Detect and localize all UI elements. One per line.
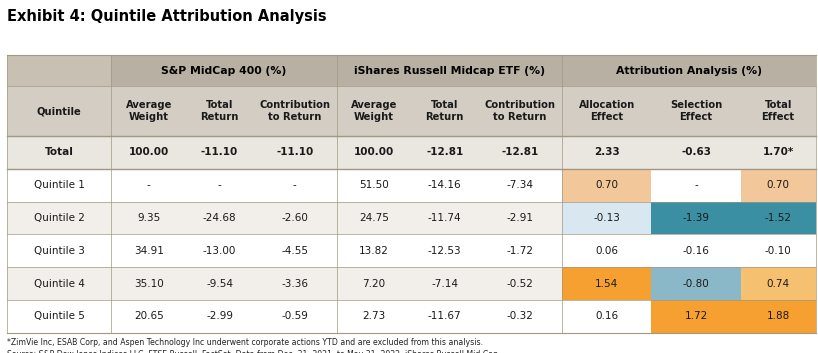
Text: Total
Return: Total Return [200,100,239,122]
Text: Quintile 4: Quintile 4 [34,279,84,289]
Text: 24.75: 24.75 [359,213,389,223]
Text: -2.60: -2.60 [281,213,308,223]
Text: -0.63: -0.63 [681,147,711,157]
Text: 34.91: 34.91 [134,246,164,256]
Text: Quintile 3: Quintile 3 [34,246,84,256]
Text: -12.81: -12.81 [501,147,539,157]
Text: Total: Total [44,147,74,157]
Text: -0.16: -0.16 [683,246,709,256]
Bar [7,202,816,234]
Text: -1.72: -1.72 [506,246,533,256]
Text: *ZimVie Inc, ESAB Corp, and Aspen Technology Inc underwent corporate actions YTD: *ZimVie Inc, ESAB Corp, and Aspen Techno… [7,338,518,353]
Text: Selection
Effect: Selection Effect [670,100,722,122]
Text: -: - [147,180,151,190]
Text: -: - [218,180,222,190]
Text: -2.91: -2.91 [506,213,533,223]
Bar [562,55,816,86]
Text: S&P MidCap 400 (%): S&P MidCap 400 (%) [161,66,286,76]
Text: -7.34: -7.34 [506,180,533,190]
Text: -12.81: -12.81 [426,147,464,157]
Bar [651,300,741,333]
Bar [651,202,741,234]
Text: -0.32: -0.32 [506,311,533,322]
Text: 9.35: 9.35 [137,213,160,223]
Text: -3.36: -3.36 [281,279,308,289]
Text: 13.82: 13.82 [359,246,389,256]
Text: -13.00: -13.00 [203,246,236,256]
Text: 0.06: 0.06 [596,246,618,256]
Text: Quintile 5: Quintile 5 [34,311,84,322]
Text: -0.10: -0.10 [765,246,792,256]
Text: 1.54: 1.54 [595,279,618,289]
Text: iShares Russell Midcap ETF (%): iShares Russell Midcap ETF (%) [354,66,545,76]
Bar [7,267,816,300]
Bar [562,169,651,202]
Text: -11.67: -11.67 [428,311,461,322]
Text: -0.80: -0.80 [683,279,709,289]
Text: 2.73: 2.73 [362,311,386,322]
Text: -1.39: -1.39 [682,213,709,223]
Text: Total
Effect: Total Effect [762,100,795,122]
Text: -0.52: -0.52 [506,279,533,289]
Text: 0.74: 0.74 [766,279,789,289]
Text: -4.55: -4.55 [281,246,308,256]
Text: -0.13: -0.13 [593,213,620,223]
Text: -12.53: -12.53 [428,246,461,256]
Text: 0.70: 0.70 [766,180,789,190]
Text: Quintile: Quintile [37,106,81,116]
Text: 100.00: 100.00 [354,147,394,157]
Text: Quintile 2: Quintile 2 [34,213,84,223]
Bar [7,55,816,86]
Text: -1.52: -1.52 [765,213,792,223]
Text: -14.16: -14.16 [428,180,461,190]
Text: 0.16: 0.16 [596,311,618,322]
Text: -9.54: -9.54 [206,279,233,289]
Text: 1.70*: 1.70* [762,147,793,157]
Text: -: - [293,180,297,190]
Bar [741,169,816,202]
Text: -7.14: -7.14 [431,279,458,289]
Text: Exhibit 4: Quintile Attribution Analysis: Exhibit 4: Quintile Attribution Analysis [7,9,326,24]
Text: Average
Weight: Average Weight [126,100,172,122]
Text: Quintile 1: Quintile 1 [34,180,84,190]
Text: -0.59: -0.59 [281,311,308,322]
Text: -: - [694,180,698,190]
Text: 2.33: 2.33 [594,147,619,157]
Text: Total
Return: Total Return [425,100,464,122]
Text: 0.70: 0.70 [596,180,618,190]
Text: 100.00: 100.00 [128,147,169,157]
Text: -2.99: -2.99 [206,311,233,322]
Text: -11.10: -11.10 [276,147,313,157]
Text: -11.10: -11.10 [201,147,238,157]
Bar [562,267,651,300]
Bar [741,202,816,234]
Text: Contribution
to Return: Contribution to Return [484,100,555,122]
Bar [741,300,816,333]
Text: 51.50: 51.50 [359,180,389,190]
Bar [7,300,816,333]
Text: Attribution Analysis (%): Attribution Analysis (%) [616,66,762,76]
Text: 1.72: 1.72 [685,311,708,322]
Bar [7,234,816,267]
Bar [7,136,816,169]
Bar [741,267,816,300]
Text: 1.88: 1.88 [766,311,789,322]
Text: -24.68: -24.68 [203,213,236,223]
Text: Allocation
Effect: Allocation Effect [578,100,635,122]
Bar [7,86,816,136]
Bar [562,202,651,234]
Text: -11.74: -11.74 [428,213,461,223]
Text: Average
Weight: Average Weight [351,100,398,122]
Text: 35.10: 35.10 [134,279,164,289]
Text: 20.65: 20.65 [134,311,164,322]
Bar [651,267,741,300]
Text: Contribution
to Return: Contribution to Return [259,100,330,122]
Bar [111,55,337,86]
Bar [337,55,562,86]
Bar [7,169,816,202]
Text: 7.20: 7.20 [362,279,385,289]
